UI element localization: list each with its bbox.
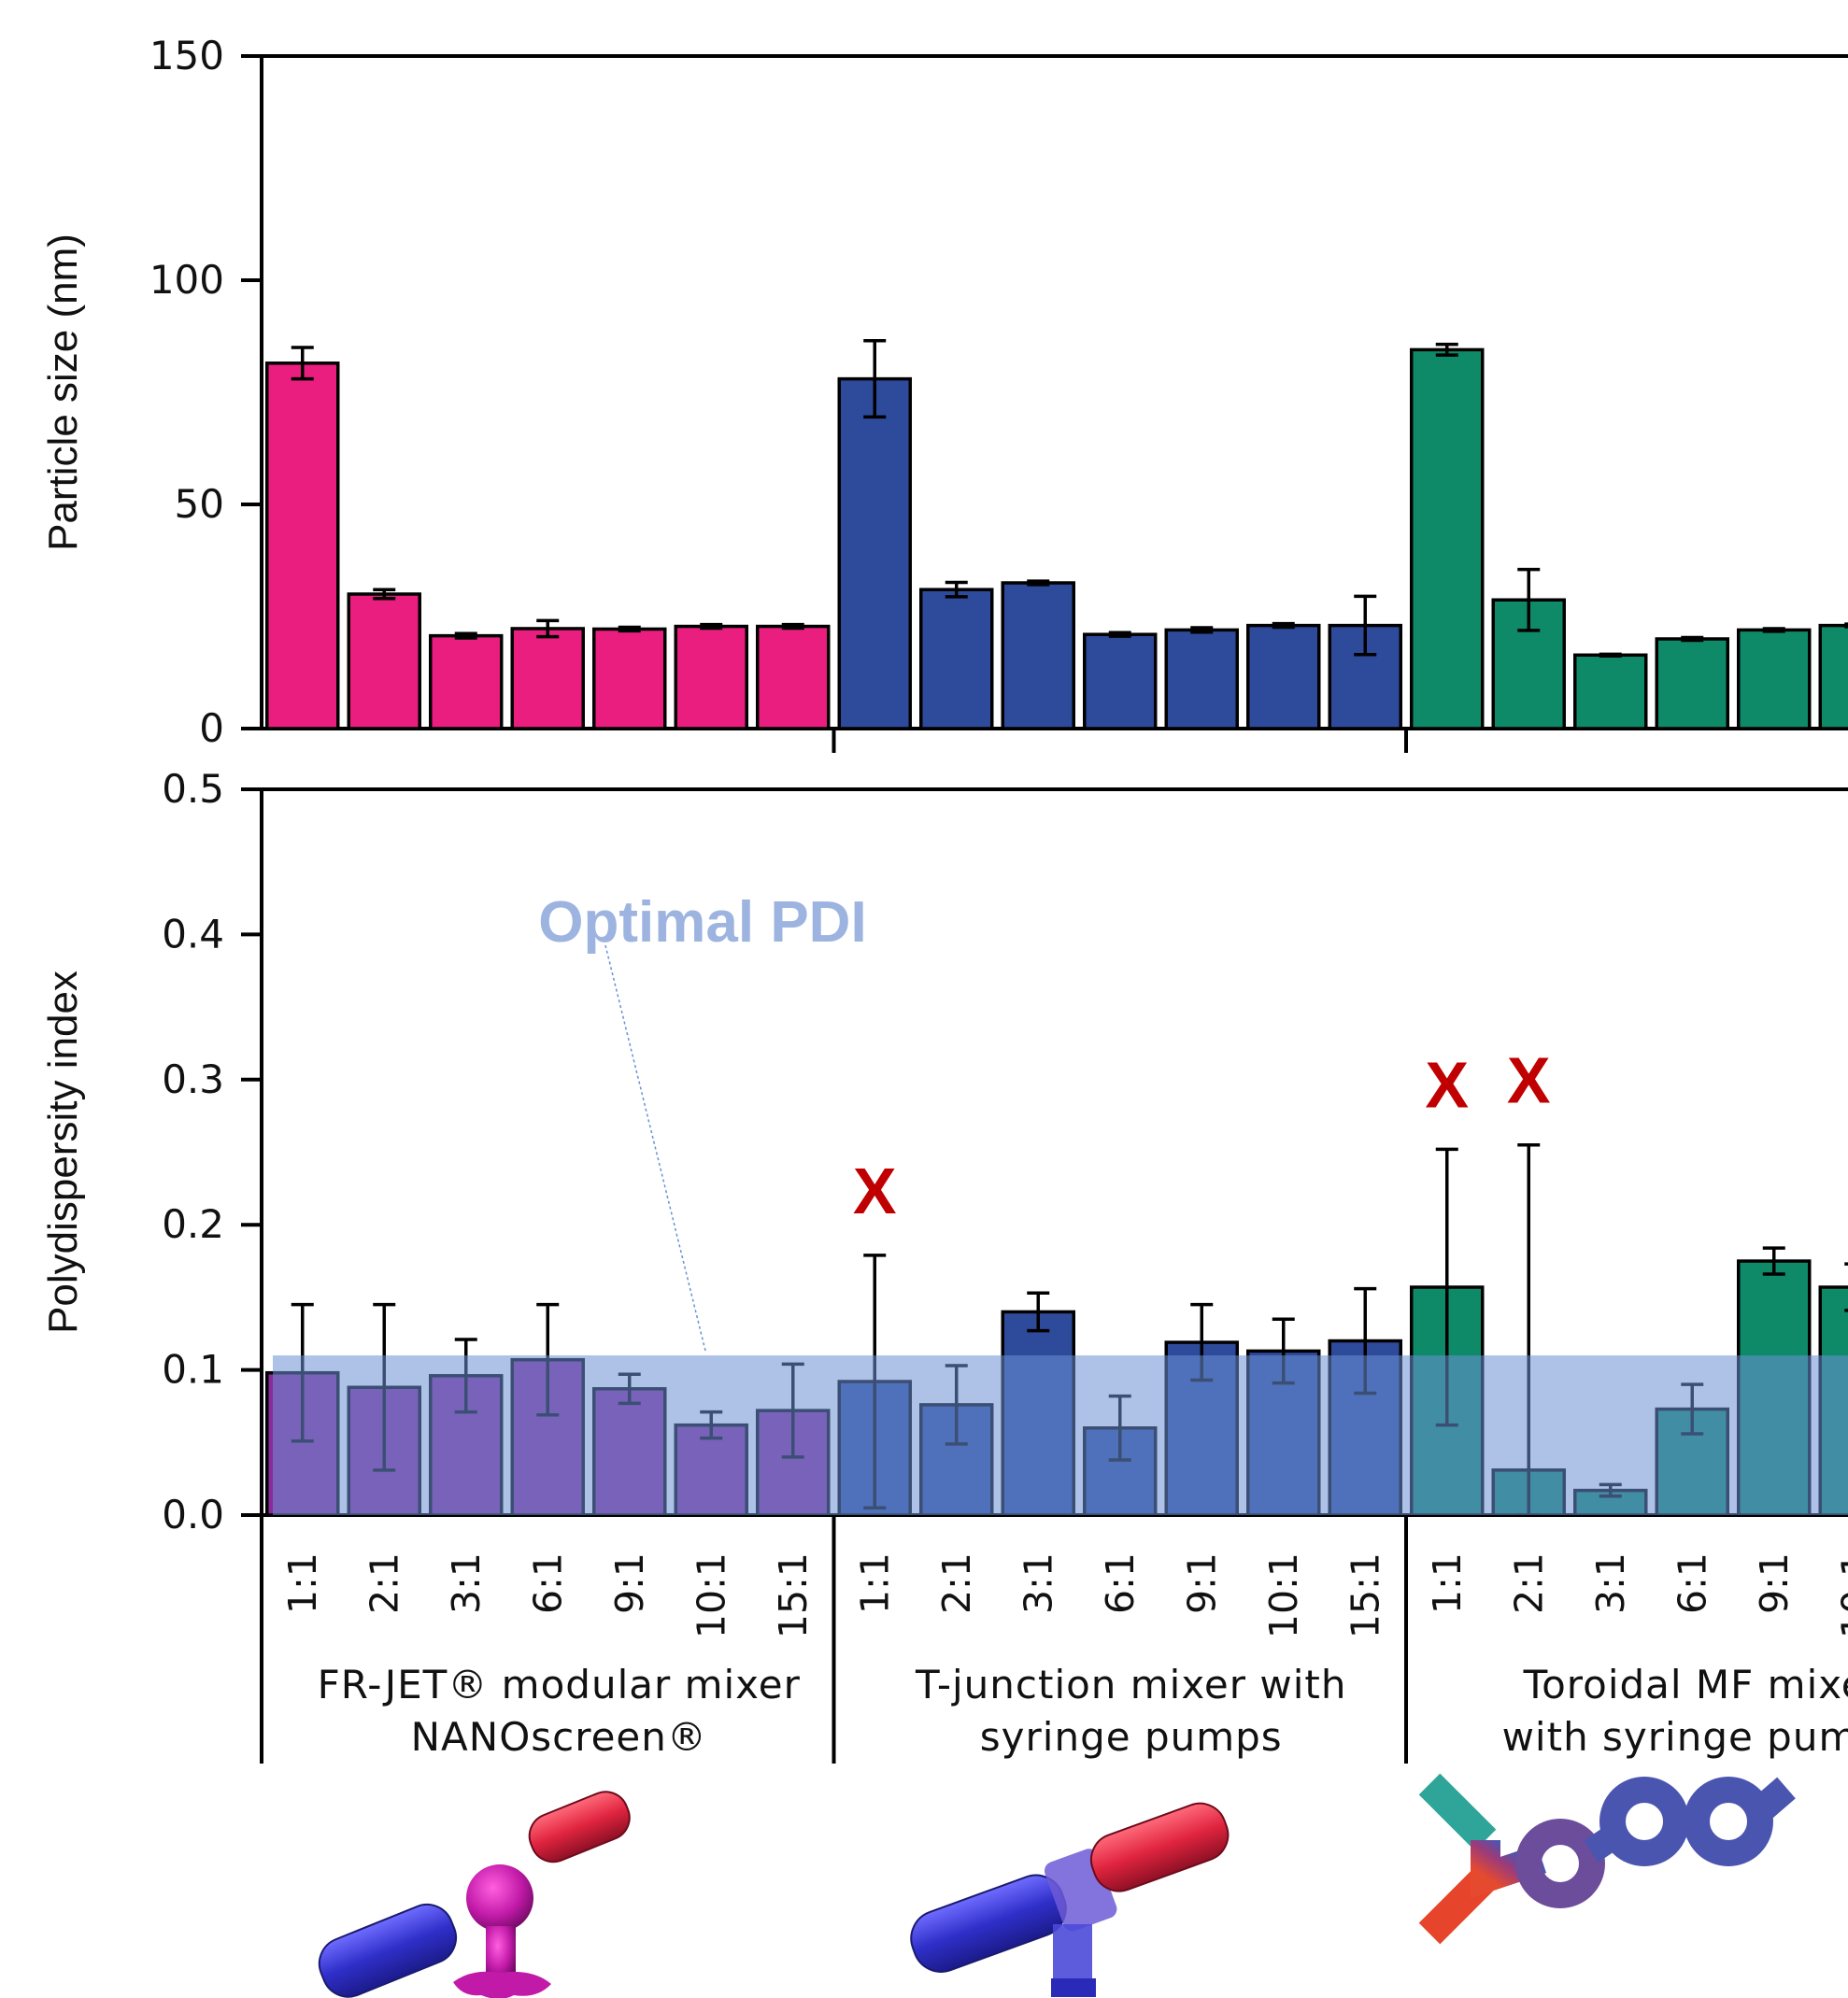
excluded-marker: X <box>1507 1044 1551 1117</box>
size-bar <box>1164 628 1239 730</box>
category-label: 1:1 <box>1425 1552 1470 1614</box>
size-bar <box>837 376 912 730</box>
optimal-pdi-label: Optimal PDI <box>538 890 866 955</box>
size-bar <box>1083 632 1158 730</box>
pdi-y-tick-label: 0.0 <box>162 1492 224 1537</box>
size-y-axis-label: Particle size (nm) <box>40 234 86 551</box>
category-label: 6:1 <box>1670 1552 1714 1614</box>
pdi-y-tick-label: 0.5 <box>162 766 224 812</box>
size-bar <box>1655 637 1729 730</box>
category-label: 9:1 <box>1752 1552 1797 1614</box>
category-label: 10:1 <box>689 1552 733 1638</box>
pdi-y-tick-label: 0.4 <box>162 911 224 956</box>
category-axis: 1:1 2:1 3:1 6:1 9:1 10:1 15:1 FR-JET® modular m… <box>260 1515 1848 1764</box>
category-label: 3:1 <box>1588 1552 1633 1614</box>
size-bar <box>1573 653 1648 730</box>
category-label: 3:1 <box>1016 1552 1060 1614</box>
size-bar <box>265 361 340 730</box>
category-label: 15:1 <box>771 1552 816 1638</box>
category-label: 6:1 <box>1098 1552 1143 1614</box>
pdi-y-axis-label: Polydispersity index <box>40 971 86 1334</box>
size-bar <box>1818 623 1848 730</box>
group-label: Toroidal MF mixer <box>1523 1662 1848 1708</box>
group-label: FR-JET® modular mixer <box>318 1662 801 1708</box>
category-label: 10:1 <box>1833 1552 1848 1638</box>
excluded-marker: X <box>1425 1048 1469 1121</box>
group-label: T-junction mixer with <box>915 1662 1346 1708</box>
excluded-marker: X <box>853 1155 897 1227</box>
size-bar <box>1246 623 1321 730</box>
optimal-pdi-band <box>273 1355 1848 1515</box>
size-bar <box>1737 628 1812 730</box>
size-y-tick-label: 150 <box>149 33 224 78</box>
size-bar <box>592 627 667 730</box>
size-bar <box>674 624 748 730</box>
fr-jet-mixer-icon <box>318 1791 631 1998</box>
size-bar <box>1001 581 1075 730</box>
group-label: NANOscreen® <box>411 1714 707 1760</box>
size-bar <box>429 633 504 730</box>
size-bar <box>756 624 831 730</box>
optimal-pdi-pointer <box>604 944 706 1352</box>
size-bar <box>1410 347 1485 730</box>
size-y-tick-label: 50 <box>175 481 224 527</box>
size-y-tick-label: 100 <box>149 257 224 303</box>
category-label: 2:1 <box>1506 1552 1551 1614</box>
size-bar <box>347 592 421 730</box>
pdi-y-tick-label: 0.1 <box>162 1347 224 1393</box>
group-label: syringe pumps <box>980 1714 1283 1760</box>
category-label: 2:1 <box>934 1552 979 1614</box>
category-label: 2:1 <box>362 1552 406 1614</box>
particle-size-panel: 0 50 100 150 Particle size (nm) <box>40 33 1848 753</box>
t-junction-mixer-icon <box>910 1802 1230 1997</box>
toroidal-mixer-icon <box>1418 1773 1796 1945</box>
category-label: 9:1 <box>607 1552 652 1614</box>
category-label: 6:1 <box>525 1552 570 1614</box>
pdi-y-tick-label: 0.2 <box>162 1201 224 1247</box>
pdi-y-tick-label: 0.3 <box>162 1056 224 1102</box>
size-bar <box>510 627 585 730</box>
category-label: 9:1 <box>1179 1552 1224 1614</box>
category-label: 1:1 <box>852 1552 897 1614</box>
group-label: with syringe pumps <box>1502 1714 1848 1760</box>
category-label: 10:1 <box>1261 1552 1306 1638</box>
size-bar <box>919 588 994 730</box>
category-label: 15:1 <box>1343 1552 1387 1638</box>
size-y-tick-label: 0 <box>199 705 224 751</box>
category-label: 3:1 <box>444 1552 489 1614</box>
category-label: 1:1 <box>280 1552 325 1614</box>
